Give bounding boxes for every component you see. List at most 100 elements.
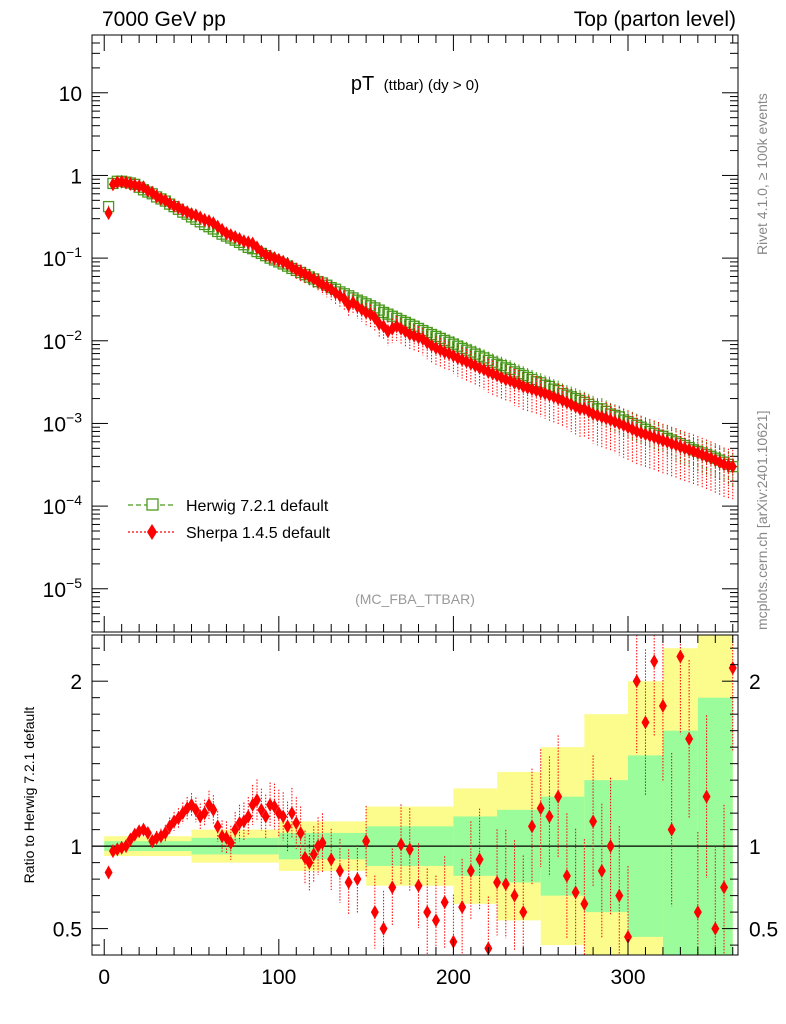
ratio-point xyxy=(318,835,327,850)
ratio-point xyxy=(597,863,606,878)
ratio-point xyxy=(335,863,344,878)
ratio-point xyxy=(658,698,667,713)
legend-herwig-marker xyxy=(146,498,159,511)
ratio-point xyxy=(641,715,650,730)
y-tick-label-2: 10−3 xyxy=(43,409,83,436)
ratio-point xyxy=(414,878,423,893)
ratio-x-tick-labels: 0 100 200 300 xyxy=(98,966,645,989)
sherpa-point xyxy=(104,206,113,221)
ratio-point xyxy=(122,839,131,854)
ratio-point xyxy=(693,905,702,920)
ratio-point xyxy=(554,789,563,804)
ratio-y-tick-label-left-2: 2 xyxy=(70,671,82,694)
plot-title-sub: (ttbar) (dy > 0) xyxy=(384,77,479,94)
ratio-point xyxy=(104,865,113,880)
legend-entry-sherpa: Sherpa 1.4.5 default xyxy=(128,524,331,542)
ratio-point xyxy=(252,792,261,807)
legend-sherpa-label: Sherpa 1.4.5 default xyxy=(186,525,331,542)
ratio-point xyxy=(720,880,729,895)
ratio-point xyxy=(226,835,235,850)
ratio-point xyxy=(344,875,353,890)
ratio-point xyxy=(562,868,571,883)
ratio-point xyxy=(143,825,152,840)
legend-entry-herwig: Herwig 7.2.1 default xyxy=(128,498,329,515)
ratio-point xyxy=(632,674,641,689)
ratio-point xyxy=(571,885,580,900)
x-tick-label-0: 0 xyxy=(98,966,110,989)
y-tick-label-5: 1 xyxy=(70,165,82,188)
ratio-point xyxy=(379,921,388,936)
x-tick-label-2: 200 xyxy=(436,966,471,989)
sherpa-series xyxy=(104,174,737,500)
ratio-point xyxy=(667,822,676,837)
ratio-y-tick-label-right-2: 2 xyxy=(749,671,761,694)
ratio-panel: 0.5 1 2 0.5 1 2 0 100 200 300 Ratio to Herwig 7… xyxy=(21,634,778,989)
ratio-point xyxy=(257,802,266,817)
ratio-point xyxy=(231,822,240,837)
ratio-y-tick-labels-left: 0.5 1 2 xyxy=(53,671,82,941)
ratio-point xyxy=(624,929,633,944)
y-tick-label-6: 10 xyxy=(59,83,82,106)
sherpa-point xyxy=(575,401,584,416)
x-tick-label-3: 300 xyxy=(610,966,645,989)
ratio-panel-ticks xyxy=(92,635,738,955)
ratio-y-tick-labels-right: 0.5 1 2 xyxy=(749,671,778,941)
ratio-y-tick-label-left-1: 1 xyxy=(70,836,82,859)
header-left: 7000 GeV pp xyxy=(102,8,226,31)
x-tick-label-1: 100 xyxy=(261,966,296,989)
ratio-point xyxy=(589,814,598,829)
ratio-point xyxy=(676,649,685,664)
ratio-point xyxy=(405,842,414,857)
ratio-point xyxy=(536,801,545,816)
ratio-point xyxy=(296,825,305,840)
ratio-point xyxy=(501,877,510,892)
ratio-point xyxy=(200,806,209,821)
ratio-point xyxy=(370,905,379,920)
ratio-point xyxy=(161,825,170,840)
ratio-point xyxy=(510,888,519,903)
ratio-point xyxy=(519,905,528,920)
ratio-point xyxy=(353,872,362,887)
y-tick-label-0: 10−5 xyxy=(43,575,83,602)
main-panel: 10−5 10−4 10−3 10−2 10−1 1 10 pT (ttbar) (dy >… xyxy=(43,34,739,633)
ratio-y-tick-label-left-0: 0.5 xyxy=(53,919,82,942)
ratio-y-tick-label-right-0: 0.5 xyxy=(749,919,778,942)
ratio-y-tick-label-right-1: 1 xyxy=(749,836,761,859)
ratio-point xyxy=(466,863,475,878)
main-panel-frame xyxy=(91,34,739,633)
plot-title: pT (ttbar) (dy > 0) xyxy=(351,73,479,95)
ratio-point xyxy=(545,809,554,824)
ratio-y-axis-label: Ratio to Herwig 7.2.1 default xyxy=(21,707,37,884)
header-right: Top (parton level) xyxy=(574,8,736,31)
main-panel-y-tick-labels: 10−5 10−4 10−3 10−2 10−1 1 10 xyxy=(43,83,83,602)
ratio-point xyxy=(431,913,440,928)
ratio-point xyxy=(615,888,624,903)
ratio-point xyxy=(327,852,336,867)
ratio-point xyxy=(458,900,467,915)
ratio-point xyxy=(270,799,279,814)
rivet-version-text: Rivet 4.1.0, ≥ 100k events xyxy=(754,93,770,255)
legend-sherpa-marker xyxy=(147,524,157,540)
ratio-point xyxy=(711,921,720,936)
ratio-point xyxy=(191,802,200,817)
ratio-point xyxy=(292,816,301,831)
main-panel-ticks xyxy=(92,34,738,633)
ratio-point xyxy=(606,839,615,854)
band-inner-segment xyxy=(662,730,698,955)
ratio-point xyxy=(213,819,222,834)
legend-herwig-label: Herwig 7.2.1 default xyxy=(186,498,329,515)
ratio-point xyxy=(580,896,589,911)
y-tick-label-1: 10−4 xyxy=(43,492,83,519)
y-tick-label-3: 10−2 xyxy=(43,327,83,354)
ratio-point xyxy=(362,834,371,849)
ratio-point xyxy=(475,852,484,867)
sherpa-point xyxy=(113,175,122,190)
ratio-point xyxy=(309,847,318,862)
ratio-point xyxy=(423,905,432,920)
band-inner-segment xyxy=(697,697,733,955)
ratio-sherpa-series xyxy=(104,635,737,956)
ratio-panel-frame xyxy=(91,634,739,956)
analysis-label: (MC_FBA_TTBAR) xyxy=(355,591,475,607)
ratio-point xyxy=(279,809,288,824)
